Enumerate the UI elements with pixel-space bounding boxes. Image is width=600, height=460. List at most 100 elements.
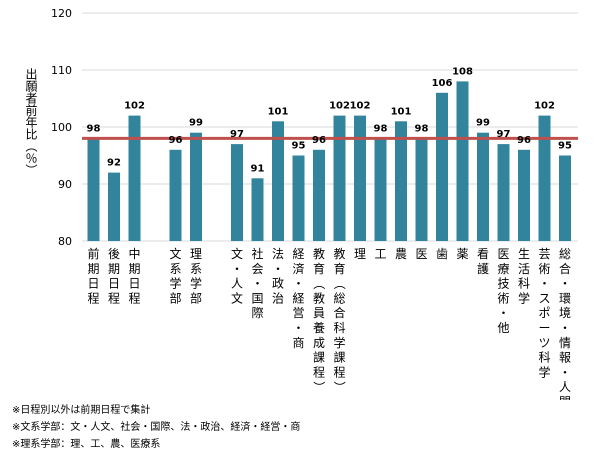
svg-text:部: 部 <box>190 290 202 305</box>
data-label: 102 <box>124 101 145 112</box>
data-label: 98 <box>87 123 101 134</box>
svg-text:中: 中 <box>128 246 140 261</box>
svg-text:工: 工 <box>374 247 386 261</box>
bar-6 <box>251 178 264 241</box>
bar-19 <box>518 149 530 241</box>
y-tick-label: 80 <box>58 235 72 248</box>
svg-text:人: 人 <box>231 277 243 291</box>
svg-text:・: ・ <box>559 365 571 379</box>
svg-text:理: 理 <box>190 247 202 261</box>
svg-text:営: 営 <box>292 306 304 320</box>
svg-text:・: ・ <box>292 321 304 335</box>
svg-text:活: 活 <box>518 262 530 276</box>
svg-text:部: 部 <box>169 290 181 305</box>
svg-text:治: 治 <box>272 291 284 305</box>
svg-text:農: 農 <box>395 247 407 261</box>
svg-text:医: 医 <box>497 247 509 261</box>
svg-text:際: 際 <box>251 306 263 320</box>
svg-text:術: 術 <box>497 291 509 305</box>
bar-9 <box>313 149 325 241</box>
y-tick-labels: 80 90 100 110 120 <box>51 7 72 248</box>
svg-text:学: 学 <box>169 276 181 291</box>
footnote-sciences: ※理系学部：理、工、農、医療系 <box>12 439 161 450</box>
footnote-humanities: ※文系学部：文・人文、社会・国際、法・政治、経済・経営・商 <box>12 422 301 433</box>
bar-20 <box>538 115 551 241</box>
bar-10 <box>333 115 346 241</box>
bar-17 <box>477 132 489 241</box>
svg-text:）: ） <box>312 381 326 393</box>
bar-3 <box>169 149 182 241</box>
data-label: 101 <box>391 106 412 117</box>
svg-text:・: ・ <box>538 277 550 291</box>
svg-text:文: 文 <box>169 246 181 261</box>
y-tick-label: 100 <box>51 121 72 134</box>
svg-text:合: 合 <box>559 261 571 276</box>
svg-text:看: 看 <box>477 247 489 261</box>
svg-text:芸: 芸 <box>538 247 550 261</box>
svg-text:学: 学 <box>190 276 202 291</box>
data-label: 96 <box>517 135 531 146</box>
svg-text:人: 人 <box>559 380 571 394</box>
svg-text:護: 護 <box>477 261 489 276</box>
svg-text:科: 科 <box>333 321 345 335</box>
x-tick-label: 文系学部 <box>169 246 181 305</box>
svg-text:総: 総 <box>333 291 345 305</box>
svg-text:歯: 歯 <box>436 247 448 261</box>
svg-text:学: 学 <box>333 335 345 350</box>
svg-text:程: 程 <box>333 364 345 379</box>
bar-7 <box>272 121 284 241</box>
data-label: 97 <box>230 129 244 140</box>
bar-21 <box>559 155 571 241</box>
svg-text:ー: ー <box>538 321 550 335</box>
x-tick-label: 理系学部 <box>190 247 202 305</box>
svg-text:間: 間 <box>559 395 571 400</box>
svg-text:医: 医 <box>415 247 427 261</box>
y-tick-label: 110 <box>51 64 72 77</box>
x-tick-label: 工 <box>374 247 386 261</box>
svg-text:療: 療 <box>497 262 509 276</box>
svg-text:技: 技 <box>497 277 509 291</box>
svg-text:環: 環 <box>559 291 571 305</box>
svg-text:ツ: ツ <box>538 336 550 350</box>
bar-8 <box>292 155 305 241</box>
svg-text:済: 済 <box>292 261 304 276</box>
data-label: 96 <box>312 135 326 146</box>
bar-14 <box>415 138 428 241</box>
bar-2 <box>128 115 141 241</box>
svg-text:日: 日 <box>87 277 99 291</box>
svg-text:・: ・ <box>497 306 509 320</box>
svg-text:合: 合 <box>333 305 345 320</box>
data-label: 108 <box>452 66 473 77</box>
svg-text:会: 会 <box>251 262 263 276</box>
svg-text:学: 学 <box>538 364 550 379</box>
bar-11 <box>354 115 366 241</box>
data-label: 92 <box>107 158 121 169</box>
svg-text:課: 課 <box>333 350 345 365</box>
data-label: 95 <box>558 141 572 152</box>
svg-text:境: 境 <box>559 305 571 320</box>
data-label: 99 <box>189 118 203 129</box>
svg-text:薬: 薬 <box>456 247 468 261</box>
svg-text:術: 術 <box>538 262 550 276</box>
x-tick-label: 看護 <box>477 247 489 276</box>
svg-text:経: 経 <box>292 247 304 261</box>
x-tick-label: 文・人文 <box>231 246 243 305</box>
data-label: 102 <box>350 101 371 112</box>
svg-text:期: 期 <box>108 262 120 276</box>
svg-text:経: 経 <box>292 291 304 305</box>
data-label: 98 <box>374 123 388 134</box>
bar-15 <box>436 92 448 241</box>
svg-text:報: 報 <box>559 351 571 365</box>
data-label: 91 <box>251 163 265 174</box>
footnotes: ※日程別以外は前期日程で集計 ※文系学部：文・人文、社会・国際、法・政治、経済・… <box>12 402 300 453</box>
data-label: 102 <box>329 101 350 112</box>
svg-text:情: 情 <box>559 336 571 350</box>
x-tick-label: 法・政治 <box>272 247 284 305</box>
svg-text:学: 学 <box>518 290 530 305</box>
x-tick-label: 理 <box>354 247 366 261</box>
